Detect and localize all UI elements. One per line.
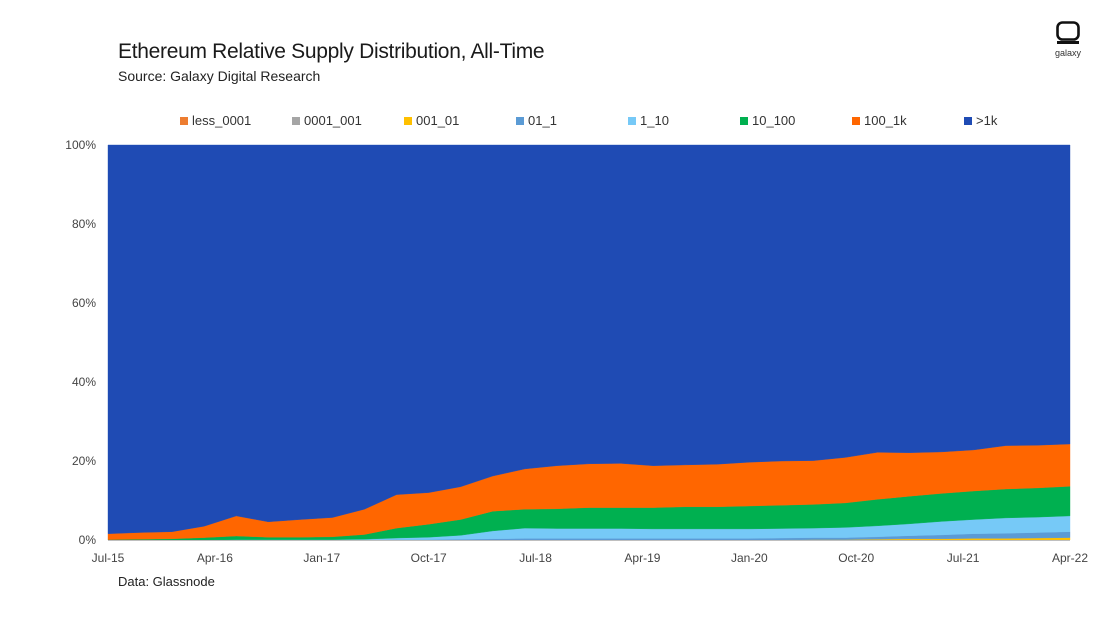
legend-swatch xyxy=(740,116,748,125)
x-axis-ticks: Jul-15 Apr-16 Jan-17 Oct-17 Jul-18 Apr-19 Jan-… xyxy=(92,551,1089,565)
legend-item: 01_1 xyxy=(516,113,557,128)
legend-item: >1k xyxy=(964,113,997,128)
legend-label: >1k xyxy=(976,113,998,128)
legend-item: 0001_001 xyxy=(292,113,362,128)
legend-label: less_0001 xyxy=(192,113,252,128)
x-tick-label: Jan-17 xyxy=(303,551,340,565)
galaxy-logo-text: galaxy xyxy=(1054,48,1081,58)
chart-subtitle: Source: Galaxy Digital Research xyxy=(118,68,321,84)
x-tick-label: Jul-21 xyxy=(947,551,980,565)
area-series->1k xyxy=(107,144,1071,534)
legend-swatch xyxy=(964,116,972,125)
legend-label: 10_100 xyxy=(752,113,796,128)
y-tick-label: 60% xyxy=(72,296,96,310)
x-tick-label: Apr-19 xyxy=(624,551,660,565)
legend-swatch xyxy=(852,116,860,125)
legend-item: 001_01 xyxy=(404,113,459,128)
x-tick-label: Jul-18 xyxy=(519,551,552,565)
legend-swatch xyxy=(180,116,188,125)
y-axis-ticks: 0% 20% 40% 60% 80% 100% xyxy=(65,138,96,547)
data-source-note: Data: Glassnode xyxy=(118,574,215,589)
legend-item: 10_100 xyxy=(740,113,795,128)
legend-swatch xyxy=(628,116,636,125)
chart-title: Ethereum Relative Supply Distribution, A… xyxy=(118,40,545,63)
legend-item: less_0001 xyxy=(180,113,251,128)
y-tick-label: 80% xyxy=(72,217,96,231)
area-series-group xyxy=(107,144,1071,541)
galaxy-logo: galaxy xyxy=(1048,20,1088,58)
x-tick-label: Oct-20 xyxy=(838,551,874,565)
x-tick-label: Oct-17 xyxy=(411,551,447,565)
legend-swatch xyxy=(404,116,412,125)
legend-label: 1_10 xyxy=(640,113,669,128)
legend-swatch xyxy=(292,116,300,125)
legend-label: 0001_001 xyxy=(304,113,362,128)
x-tick-label: Apr-22 xyxy=(1052,551,1088,565)
y-tick-label: 40% xyxy=(72,375,96,389)
legend-label: 001_01 xyxy=(416,113,460,128)
y-tick-label: 100% xyxy=(65,138,96,152)
legend-label: 01_1 xyxy=(528,113,557,128)
legend-item: 100_1k xyxy=(852,113,907,128)
y-tick-label: 0% xyxy=(79,533,97,547)
y-tick-label: 20% xyxy=(72,454,96,468)
x-tick-label: Jan-20 xyxy=(731,551,768,565)
chart-legend: less_0001 0001_001 001_01 01_1 1_10 10_100 100… xyxy=(180,113,1050,129)
x-tick-label: Apr-16 xyxy=(197,551,233,565)
x-tick-label: Jul-15 xyxy=(92,551,125,565)
legend-swatch xyxy=(516,116,524,125)
legend-item: 1_10 xyxy=(628,113,669,128)
galaxy-logo-icon xyxy=(1056,21,1080,44)
legend-label: 100_1k xyxy=(864,113,907,128)
